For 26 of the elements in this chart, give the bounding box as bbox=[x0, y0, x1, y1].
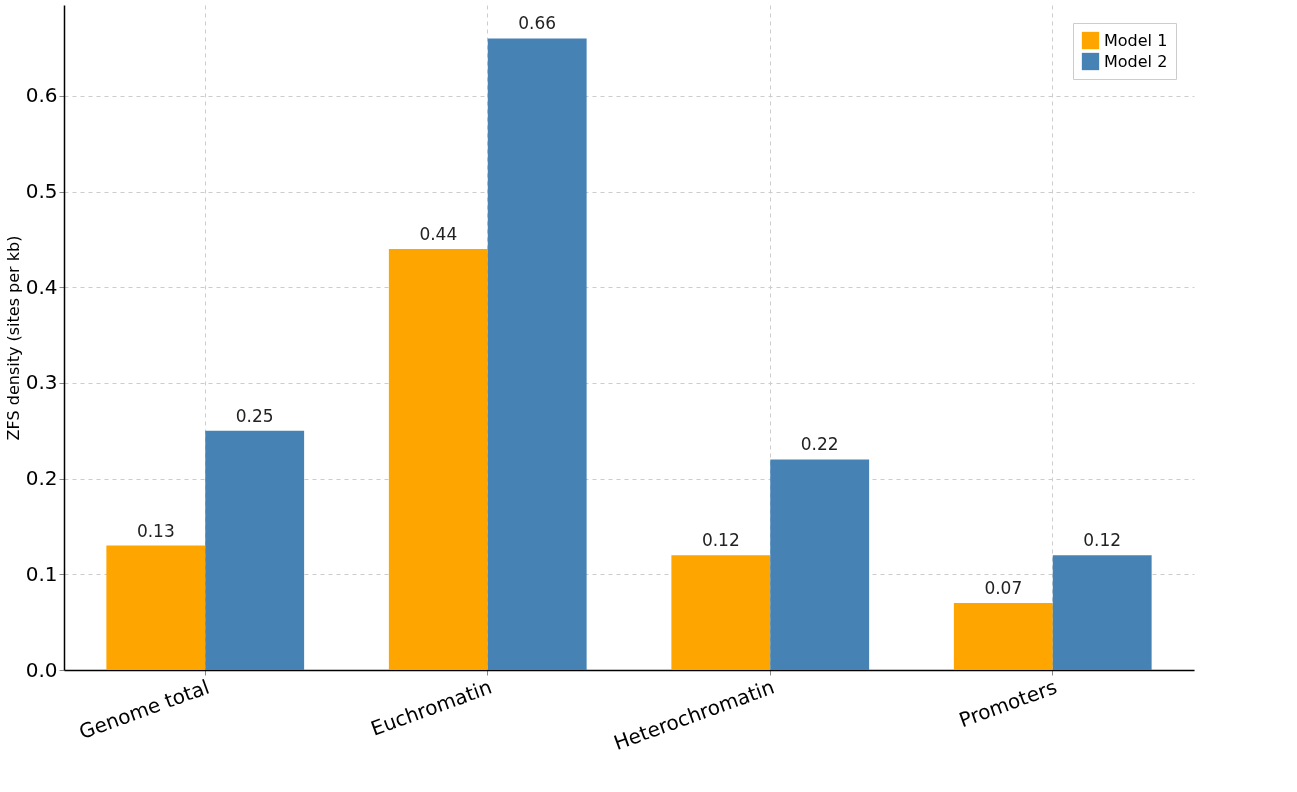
bar bbox=[671, 555, 771, 670]
legend-label: Model 2 bbox=[1104, 51, 1168, 71]
bar bbox=[205, 430, 305, 670]
data-label: 0.12 bbox=[1083, 530, 1122, 551]
data-label: 0.25 bbox=[235, 405, 274, 426]
data-label: 0.07 bbox=[984, 578, 1023, 599]
y-tick-label: 0.1 bbox=[25, 561, 58, 586]
data-label: 0.66 bbox=[518, 13, 557, 34]
data-label: 0.12 bbox=[701, 530, 740, 551]
bar bbox=[106, 545, 206, 670]
y-tick-label: 0.2 bbox=[25, 466, 58, 491]
data-label: 0.22 bbox=[800, 434, 839, 455]
y-tick-label: 0.4 bbox=[25, 274, 58, 299]
y-tick-label: 0.6 bbox=[25, 83, 58, 108]
bar bbox=[388, 248, 488, 670]
bar bbox=[770, 459, 870, 670]
y-tick-label: 0.5 bbox=[25, 179, 58, 204]
data-label: 0.44 bbox=[419, 223, 458, 244]
bar bbox=[953, 603, 1053, 670]
bar bbox=[487, 38, 587, 670]
y-tick-label: 0.0 bbox=[25, 657, 58, 682]
y-axis-title: ZFS density (sites per kb) bbox=[3, 235, 23, 441]
bar bbox=[1052, 555, 1152, 670]
data-label: 0.13 bbox=[136, 520, 175, 541]
y-tick-label: 0.3 bbox=[25, 370, 58, 395]
legend-label: Model 1 bbox=[1104, 30, 1168, 50]
